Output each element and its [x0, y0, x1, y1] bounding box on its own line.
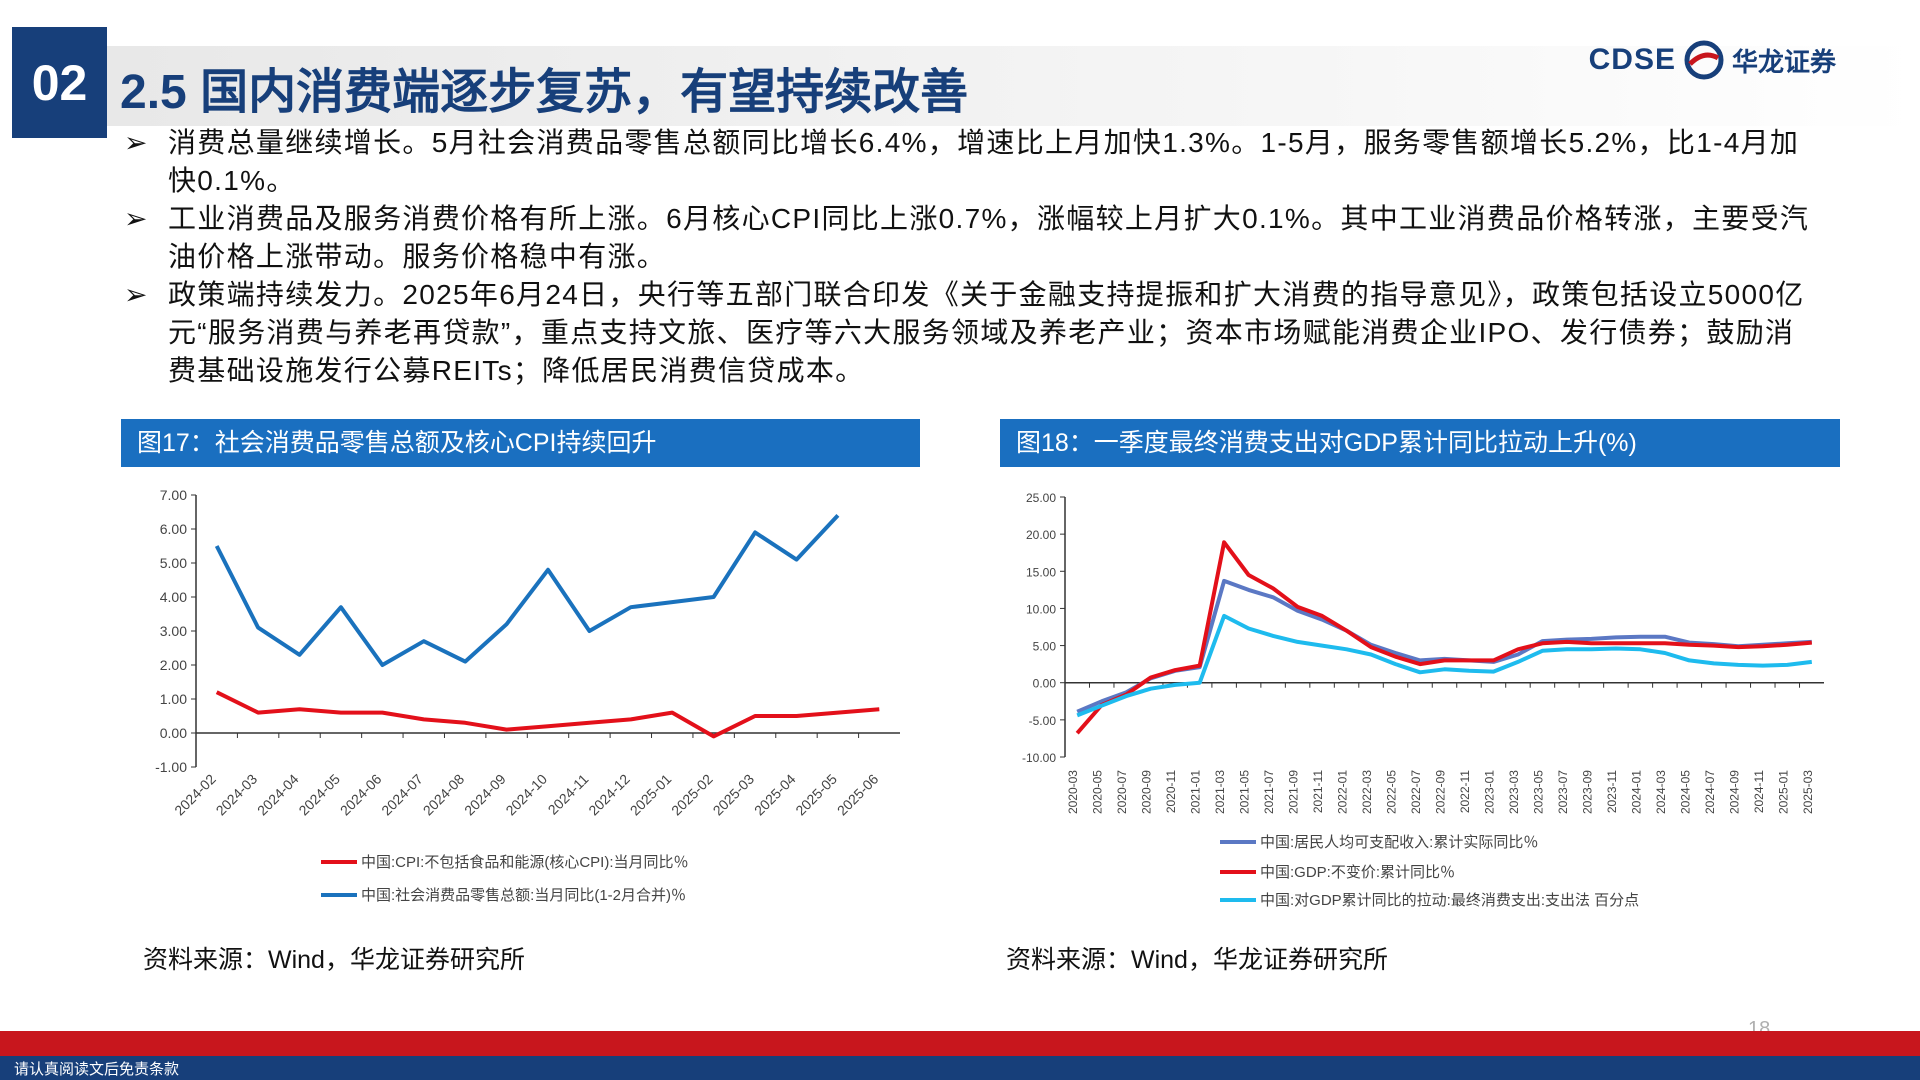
x-tick-label: 2020-03	[1066, 770, 1080, 814]
logo: CDSE 华龙证券	[1589, 40, 1836, 80]
x-tick-label: 2024-06	[337, 771, 385, 819]
bullet-list: 消费总量继续增长。5月社会消费品零售总额同比增长6.4%，增速比上月加快1.3%…	[120, 124, 1820, 390]
chart-title: 图18：一季度最终消费支出对GDP累计同比拉动上升(%)	[1000, 419, 1840, 467]
x-tick-label: 2025-03	[1801, 770, 1815, 814]
y-tick-label: -1.00	[155, 759, 187, 775]
x-tick-label: 2021-05	[1238, 770, 1252, 814]
legend-label: 中国:GDP:不变价:累计同比％	[1260, 864, 1455, 881]
disclaimer: 请认真阅读文后免责条款	[14, 1061, 180, 1078]
x-tick-label: 2024-07	[1703, 770, 1717, 814]
x-tick-label: 2024-11	[545, 771, 592, 818]
x-tick-label: 2024-12	[585, 771, 633, 819]
bullet: 工业消费品及服务消费价格有所上涨。6月核心CPI同比上涨0.7%，涨幅较上月扩大…	[120, 200, 1820, 276]
footer-band	[0, 1056, 1920, 1080]
slide-title: 2.5 国内消费端逐步复苏，有望持续改善	[120, 66, 969, 119]
legend-label: 中国:居民人均可支配收入:累计实际同比％	[1260, 834, 1538, 851]
title-bar	[107, 46, 1920, 126]
x-tick-label: 2020-07	[1115, 770, 1129, 814]
source-note: 资料来源：Wind，华龙证券研究所	[1006, 946, 1388, 974]
x-tick-label: 2025-06	[834, 771, 882, 819]
legend-label: 中国:对GDP累计同比的拉动:最终消费支出:支出法 百分点	[1260, 892, 1639, 909]
y-tick-label: 3.00	[160, 623, 187, 639]
x-tick-label: 2021-07	[1262, 770, 1276, 814]
x-tick-label: 2022-09	[1434, 770, 1448, 814]
x-tick-label: 2023-05	[1531, 770, 1545, 814]
x-tick-label: 2024-05	[1678, 770, 1692, 814]
x-tick-label: 2021-01	[1189, 770, 1203, 814]
x-tick-label: 2020-05	[1091, 770, 1105, 814]
bullet: 政策端持续发力。2025年6月24日，央行等五部门联合印发《关于金融支持提振和扩…	[120, 276, 1820, 390]
legend-label: 中国:CPI:不包括食品和能源(核心CPI):当月同比％	[361, 854, 689, 871]
source-note: 资料来源：Wind，华龙证券研究所	[143, 946, 525, 974]
x-tick-label: 2022-05	[1385, 770, 1399, 814]
x-tick-label: 2024-09	[461, 771, 509, 819]
x-tick-label: 2022-01	[1336, 770, 1350, 814]
logo-name: 华龙证券	[1731, 46, 1836, 77]
x-tick-label: 2021-09	[1287, 770, 1301, 814]
x-tick-label: 2023-11	[1605, 770, 1619, 813]
data-line	[214, 514, 840, 667]
x-tick-label: 2023-07	[1556, 770, 1570, 814]
y-tick-label: 4.00	[160, 589, 187, 605]
y-tick-label: 15.00	[1026, 565, 1056, 579]
chart-title: 图17：社会消费品零售总额及核心CPI持续回升	[121, 419, 920, 467]
footer-band	[0, 1031, 1920, 1056]
x-tick-label: 2024-04	[254, 771, 302, 819]
x-tick-label: 2025-05	[792, 771, 840, 819]
x-tick-label: 2022-11	[1458, 770, 1472, 813]
x-tick-label: 2022-03	[1360, 770, 1374, 814]
x-tick-label: 2024-09	[1727, 770, 1741, 814]
x-tick-label: 2024-10	[502, 771, 550, 819]
x-tick-label: 2024-11	[1752, 770, 1766, 813]
y-tick-label: 2.00	[160, 657, 187, 673]
y-tick-label: 7.00	[160, 487, 187, 503]
x-tick-label: 2025-02	[668, 771, 716, 819]
x-tick-label: 2022-07	[1409, 770, 1423, 814]
x-tick-label: 2024-05	[295, 771, 343, 819]
x-tick-label: 2024-07	[378, 771, 426, 819]
x-tick-label: 2025-04	[751, 771, 799, 819]
x-tick-label: 2024-01	[1629, 770, 1643, 814]
y-tick-label: 10.00	[1026, 602, 1056, 616]
logo-icon	[1684, 40, 1724, 80]
x-tick-label: 2023-09	[1580, 770, 1594, 814]
chart: -10.00 -5.00 0.00 5.00 10.00 15.00 20.00 25.00 2…	[1022, 491, 1824, 909]
chart: -1.00 0.00 1.00 2.00 3.00 4.00 5.00 6.00 7.00 202…	[155, 487, 900, 904]
x-tick-label: 2024-03	[1654, 770, 1668, 814]
x-tick-label: 2023-03	[1507, 770, 1521, 814]
y-tick-label: 1.00	[160, 691, 187, 707]
x-tick-label: 2021-03	[1213, 770, 1227, 814]
x-tick-label: 2021-11	[1311, 770, 1325, 813]
x-tick-label: 2024-03	[213, 771, 261, 819]
section-number: 02	[12, 27, 107, 138]
y-tick-label: 6.00	[160, 521, 187, 537]
x-tick-label: 2025-03	[710, 771, 758, 819]
x-tick-label: 2024-08	[420, 771, 468, 819]
y-tick-label: 25.00	[1026, 491, 1056, 505]
y-tick-label: 5.00	[160, 555, 187, 571]
x-tick-label: 2020-11	[1164, 770, 1178, 813]
logo-text: CDSE	[1588, 43, 1676, 76]
y-tick-label: 20.00	[1026, 528, 1056, 542]
y-tick-label: 0.00	[1033, 677, 1057, 691]
y-tick-label: 0.00	[160, 725, 187, 741]
x-tick-label: 2023-01	[1482, 770, 1496, 814]
x-tick-label: 2024-02	[171, 771, 219, 819]
y-tick-label: -5.00	[1029, 714, 1057, 728]
data-line	[1075, 540, 1812, 735]
x-tick-label: 2025-01	[627, 771, 675, 819]
legend-label: 中国:社会消费品零售总额:当月同比(1-2月合并)％	[361, 887, 686, 904]
data-line	[1076, 613, 1813, 718]
x-tick-label: 2025-01	[1776, 770, 1790, 814]
y-tick-label: -10.00	[1022, 751, 1056, 765]
x-tick-label: 2020-09	[1140, 770, 1154, 814]
y-tick-label: 5.00	[1033, 640, 1057, 654]
data-line	[215, 690, 880, 739]
bullet: 消费总量继续增长。5月社会消费品零售总额同比增长6.4%，增速比上月加快1.3%…	[120, 124, 1820, 200]
